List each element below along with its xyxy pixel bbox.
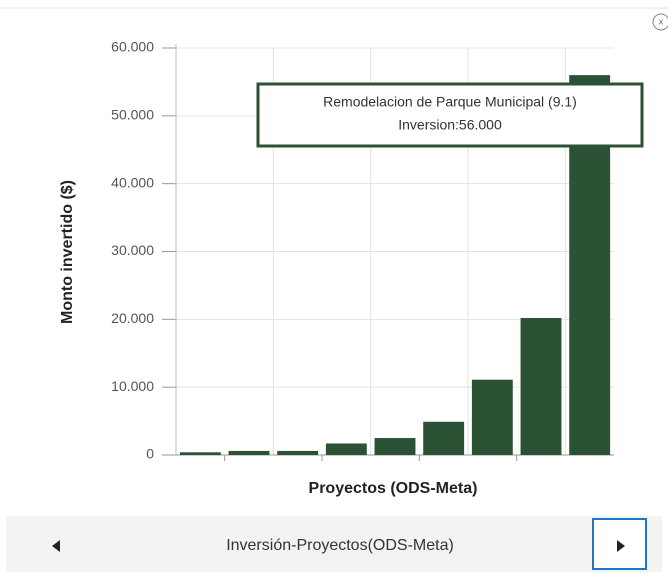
y-tick-label: 10.000 — [111, 378, 154, 394]
x-axis-label: Proyectos (ODS-Meta) — [309, 480, 478, 497]
y-tick-label: 40.000 — [111, 174, 154, 190]
y-tick-label: 0 — [146, 446, 154, 462]
tooltip-pointer — [581, 146, 598, 154]
nav-bar — [6, 516, 662, 572]
y-tick-label: 30.000 — [111, 242, 154, 258]
y-tick-label: 50.000 — [111, 107, 154, 123]
bar — [374, 438, 416, 455]
bar — [423, 421, 465, 455]
next-arrow — [617, 540, 625, 552]
plot: 0 10.000 20.000 30.000 40.000 50.000 60.000 — [111, 39, 614, 462]
tooltip-value: Inversion:56.000 — [398, 117, 502, 133]
close-icon[interactable]: x — [652, 13, 668, 31]
bar — [325, 443, 367, 455]
y-axis-label: Monto invertido ($) — [59, 180, 76, 324]
tooltip-title: Remodelacion de Parque Municipal (9.1) — [323, 94, 577, 110]
y-tick-label: 60.000 — [111, 39, 154, 55]
bar — [228, 450, 270, 455]
svg-text:x: x — [659, 16, 664, 26]
y-tick-label: 20.000 — [111, 310, 154, 326]
bar — [179, 452, 221, 455]
bar — [471, 379, 513, 455]
nav-title: Inversión-Proyectos(ODS-Meta) — [226, 537, 454, 554]
bar — [520, 317, 562, 455]
prev-button[interactable] — [52, 540, 60, 552]
bar — [277, 450, 319, 455]
tooltip: Remodelacion de Parque Municipal (9.1) I… — [256, 82, 644, 154]
